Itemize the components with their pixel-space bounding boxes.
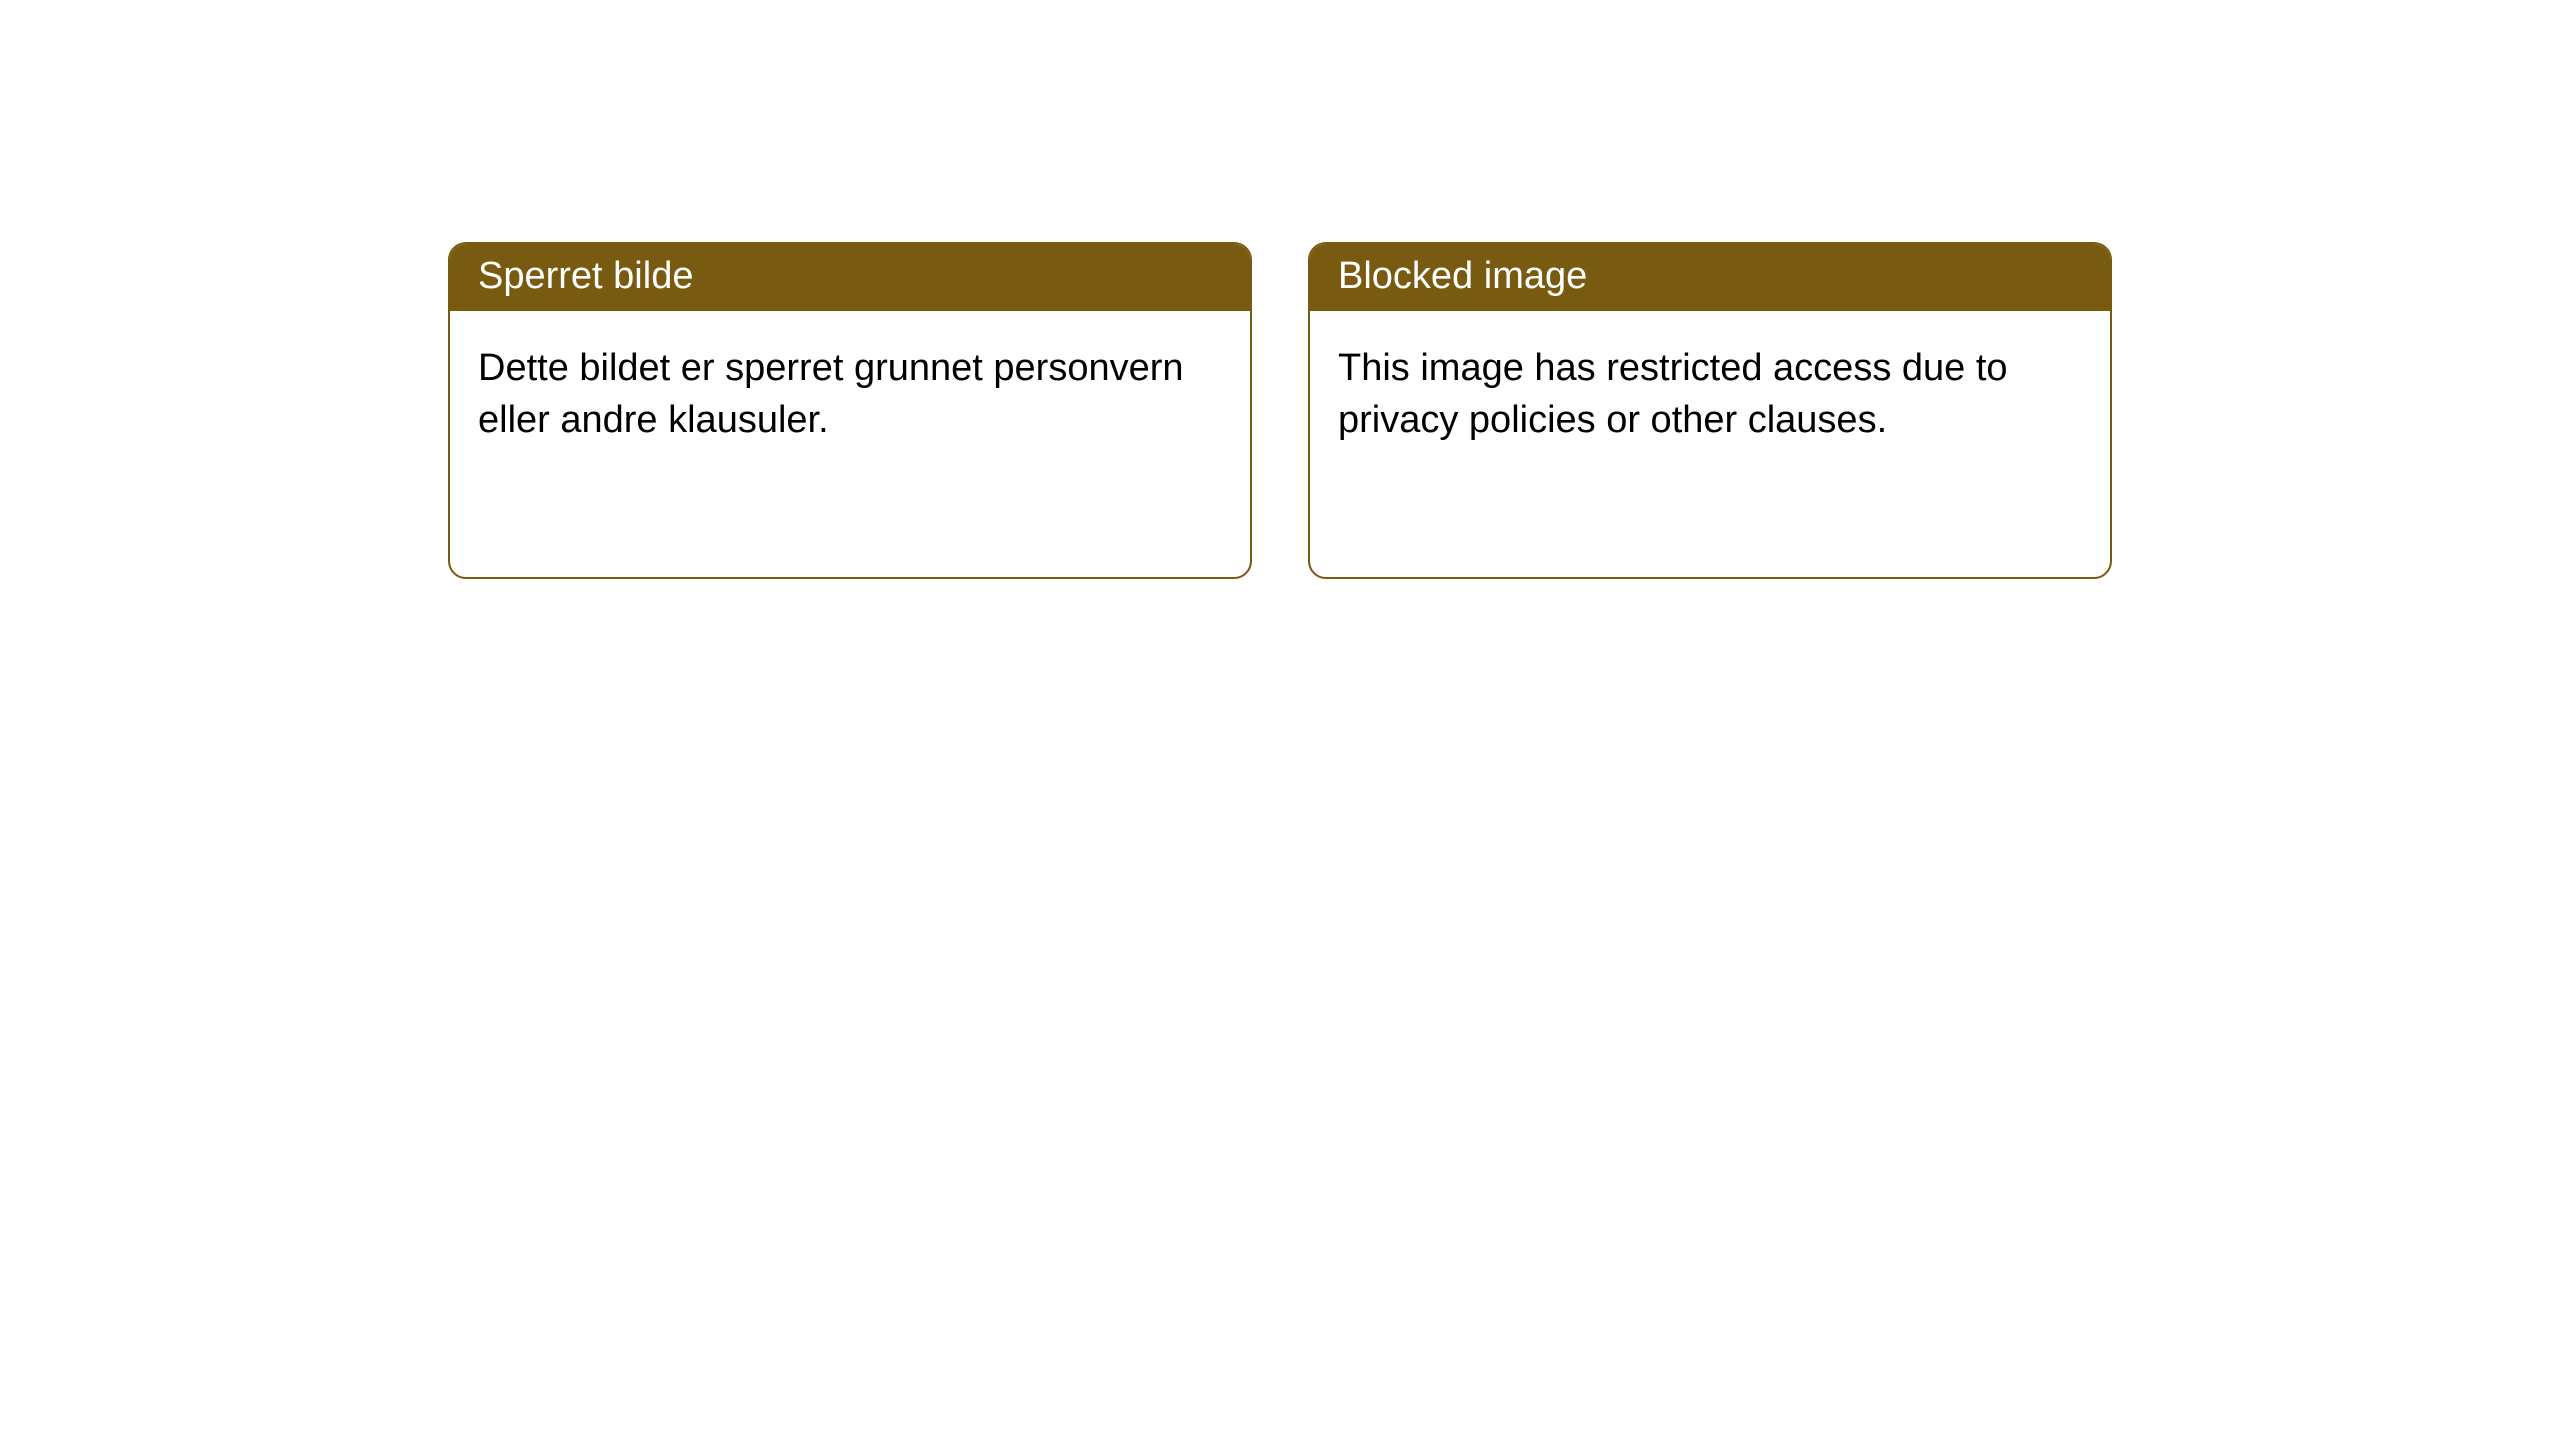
notice-title-norwegian: Sperret bilde — [450, 244, 1250, 311]
notice-card-english: Blocked image This image has restricted … — [1308, 242, 2112, 579]
notice-body-english: This image has restricted access due to … — [1310, 311, 2110, 478]
notice-title-english: Blocked image — [1310, 244, 2110, 311]
notice-container: Sperret bilde Dette bildet er sperret gr… — [0, 0, 2560, 579]
notice-body-norwegian: Dette bildet er sperret grunnet personve… — [450, 311, 1250, 478]
notice-card-norwegian: Sperret bilde Dette bildet er sperret gr… — [448, 242, 1252, 579]
